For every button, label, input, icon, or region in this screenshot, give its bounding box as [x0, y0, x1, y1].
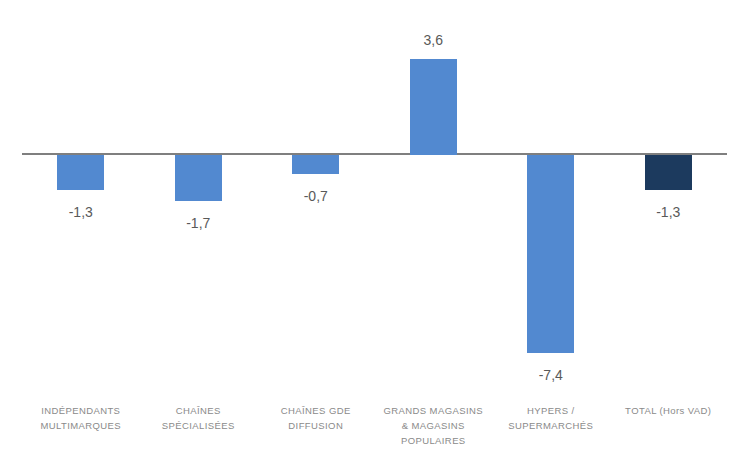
category-label-6: TOTAL (Hors VAD): [613, 403, 725, 418]
bar-1: [57, 155, 104, 190]
bar-chart: -1,3 INDÉPENDANTSMULTIMARQUES -1,7 CHAÎNESS…: [0, 0, 750, 461]
bar-2: [175, 155, 222, 201]
bar-5: [527, 155, 574, 353]
category-label-5: HYPERS /SUPERMARCHÉS: [495, 403, 607, 433]
value-label-4: 3,6: [424, 32, 443, 48]
category-label-4: GRANDS MAGASINS& MAGASINSPOPULAIRES: [378, 403, 490, 448]
x-axis-line: [22, 153, 727, 155]
value-label-2: -1,7: [186, 215, 210, 231]
category-label-2: CHAÎNESSPÉCIALISÉES: [143, 403, 255, 433]
bar-6: [645, 155, 692, 190]
category-label-1: INDÉPENDANTSMULTIMARQUES: [25, 403, 137, 433]
value-label-3: -0,7: [304, 188, 328, 204]
value-label-6: -1,3: [656, 204, 680, 220]
bar-3: [292, 155, 339, 174]
category-label-3: CHAÎNES GDEDIFFUSION: [260, 403, 372, 433]
value-label-5: -7,4: [539, 367, 563, 383]
value-label-1: -1,3: [69, 204, 93, 220]
bar-4: [410, 59, 457, 155]
